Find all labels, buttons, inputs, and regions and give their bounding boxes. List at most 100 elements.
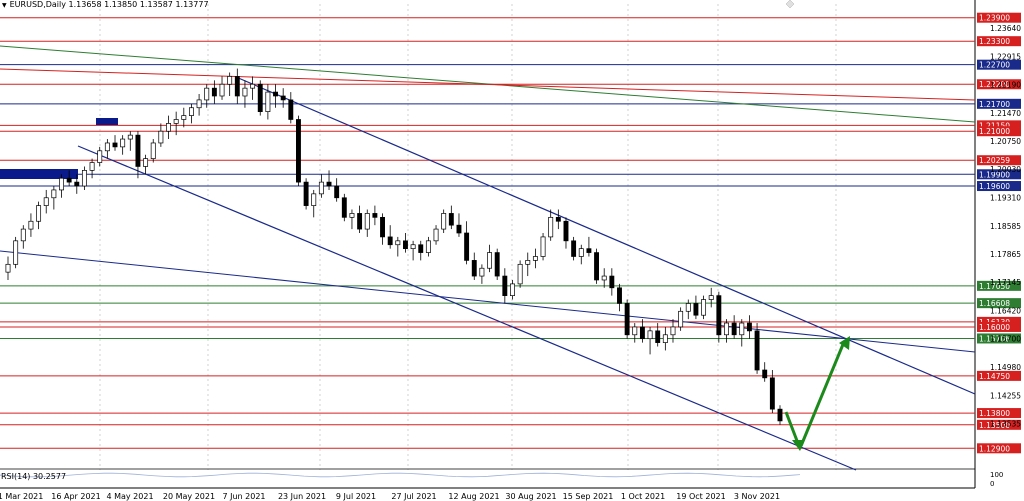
bearish-candle bbox=[387, 236, 393, 246]
bullish-candle bbox=[632, 326, 638, 336]
level-price-label: 1.19900 bbox=[979, 170, 1010, 179]
bearish-candle bbox=[762, 369, 768, 379]
bullish-candle bbox=[349, 213, 355, 218]
bearish-candle bbox=[296, 119, 301, 183]
bullish-candle bbox=[59, 177, 64, 191]
bullish-candle bbox=[227, 76, 233, 85]
level-price-tag bbox=[977, 370, 1021, 381]
level-price-tag bbox=[977, 419, 1021, 430]
bullish-candle bbox=[219, 83, 225, 97]
bullish-candle bbox=[5, 263, 11, 273]
bearish-candle bbox=[74, 181, 80, 187]
bullish-candle bbox=[662, 334, 668, 343]
bullish-candle bbox=[43, 197, 49, 206]
bearish-candle bbox=[357, 213, 363, 230]
price-tick-label: 1.22915 bbox=[990, 52, 1021, 61]
bullish-candle bbox=[181, 115, 187, 120]
bullish-candle bbox=[395, 240, 401, 246]
level-price-label: 1.16608 bbox=[979, 299, 1010, 308]
level-price-tag bbox=[977, 298, 1021, 309]
bearish-candle bbox=[448, 213, 454, 226]
level-price-label: 1.23900 bbox=[979, 14, 1010, 23]
level-price-label: 1.15706 bbox=[979, 334, 1010, 343]
level-price-label: 1.21150 bbox=[979, 121, 1010, 130]
chart-title: ▼ EURUSD,Daily 1.13658 1.13850 1.13587 1.… bbox=[2, 0, 209, 9]
bullish-candle bbox=[51, 189, 57, 199]
bearish-candle bbox=[655, 330, 661, 343]
level-price-tag bbox=[977, 155, 1021, 166]
bearish-candle bbox=[257, 83, 263, 112]
bullish-candle bbox=[425, 240, 431, 253]
level-price-tag bbox=[977, 120, 1021, 131]
level-price-label: 1.20259 bbox=[979, 156, 1010, 165]
bullish-candle bbox=[89, 162, 95, 171]
bearish-candle bbox=[326, 181, 332, 187]
dropdown-triangle-icon[interactable]: ▼ bbox=[2, 2, 7, 9]
bullish-candle bbox=[173, 119, 179, 124]
bullish-candle bbox=[701, 299, 707, 316]
level-price-label: 1.13500 bbox=[979, 421, 1010, 430]
bearish-candle bbox=[418, 244, 424, 253]
bearish-candle bbox=[594, 252, 600, 281]
level-price-tag bbox=[977, 36, 1021, 47]
level-price-label: 1.12900 bbox=[979, 444, 1010, 453]
bullish-candle bbox=[104, 142, 110, 152]
price-tick-label: 1.20030 bbox=[990, 165, 1021, 174]
level-price-tag bbox=[977, 12, 1021, 23]
bullish-candle bbox=[670, 326, 676, 336]
bullish-candle bbox=[196, 99, 202, 109]
bearish-candle bbox=[112, 142, 118, 148]
price-tick-label: 1.21470 bbox=[990, 109, 1021, 118]
channel-upper-line bbox=[235, 76, 976, 395]
bullish-candle bbox=[81, 170, 87, 187]
bullish-candle bbox=[166, 123, 171, 132]
bullish-candle bbox=[204, 87, 210, 101]
price-tick-label: 1.20750 bbox=[990, 137, 1021, 146]
bearish-candle bbox=[693, 303, 699, 316]
bearish-candle bbox=[280, 95, 286, 101]
bullish-candle bbox=[158, 130, 164, 144]
channel-lower-line bbox=[77, 145, 857, 471]
bullish-candle bbox=[708, 295, 714, 300]
demand-zone bbox=[0, 169, 78, 179]
level-price-label: 1.23300 bbox=[979, 37, 1010, 46]
price-tick-label: 1.17145 bbox=[990, 278, 1021, 287]
bearish-candle bbox=[273, 91, 278, 97]
bullish-candle bbox=[97, 150, 103, 163]
bearish-candle bbox=[639, 326, 645, 340]
level-price-tag bbox=[977, 321, 1021, 332]
bearish-candle bbox=[135, 134, 141, 167]
level-price-tag bbox=[977, 316, 1021, 327]
bullish-candle bbox=[143, 158, 149, 167]
bearish-candle bbox=[746, 322, 752, 332]
bearish-candle bbox=[494, 252, 500, 277]
bullish-candle bbox=[311, 193, 317, 206]
level-price-tag bbox=[977, 59, 1021, 70]
bearish-candle bbox=[456, 224, 462, 234]
date-tick-label: 15 Sep 2021 bbox=[563, 492, 614, 501]
bearish-candle bbox=[341, 197, 347, 218]
date-tick-label: 19 Oct 2021 bbox=[676, 492, 725, 501]
bearish-candle bbox=[754, 330, 760, 371]
rsi-indicator-label: RSI(14) 30.2577 bbox=[1, 472, 67, 481]
price-tick-label: 1.19310 bbox=[990, 193, 1021, 202]
level-price-tag bbox=[977, 280, 1021, 291]
level-price-label: 1.13800 bbox=[979, 409, 1010, 418]
bullish-candle bbox=[364, 213, 370, 230]
bullish-candle bbox=[28, 220, 34, 230]
price-tick-label: 1.15700 bbox=[990, 335, 1021, 344]
date-tick-label: 3 Nov 2021 bbox=[734, 492, 780, 501]
bullish-candle bbox=[601, 275, 607, 281]
level-price-tag bbox=[977, 98, 1021, 109]
date-tick-label: 9 Jul 2021 bbox=[336, 492, 376, 501]
bullish-candle bbox=[540, 236, 546, 257]
level-price-label: 1.22200 bbox=[979, 80, 1010, 89]
bearish-candle bbox=[777, 408, 783, 422]
bullish-candle bbox=[127, 134, 133, 140]
diamond-marker-icon bbox=[785, 0, 795, 9]
date-tick-label: 12 Aug 2021 bbox=[448, 492, 499, 501]
bullish-candle bbox=[647, 330, 653, 340]
bullish-candle bbox=[685, 303, 691, 312]
bearish-candle bbox=[555, 216, 561, 222]
